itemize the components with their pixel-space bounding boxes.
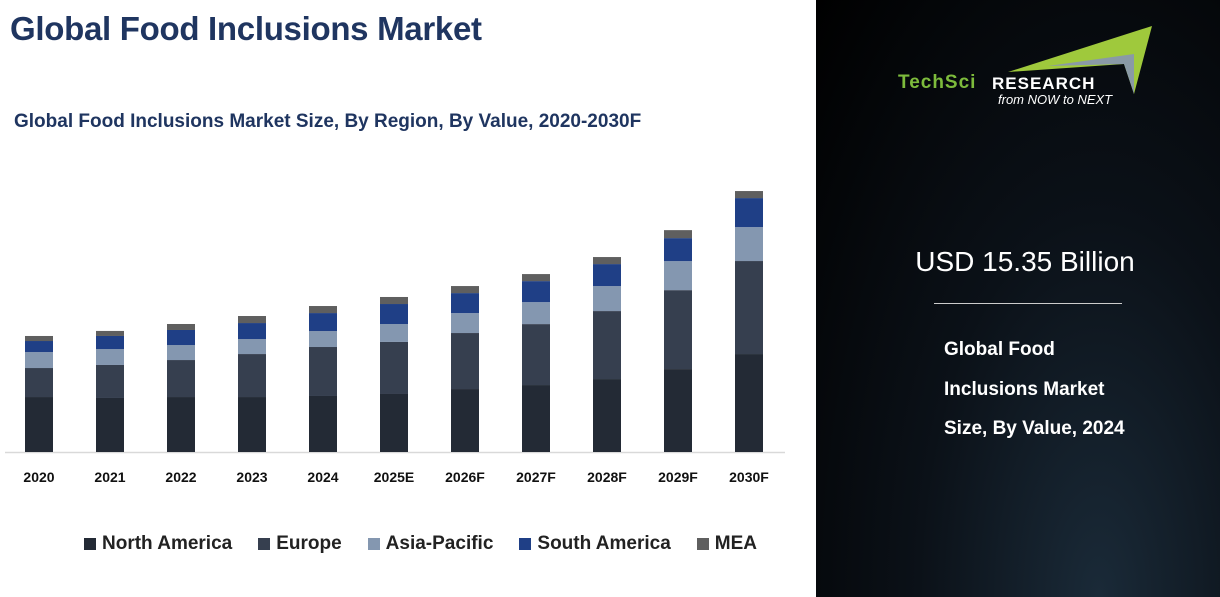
bar-segment-europe [96,364,124,398]
bar-segment-europe [167,360,195,398]
bar-segment-europe [593,311,621,380]
bar-segment-south-america [593,264,621,287]
legend-swatch [258,538,271,550]
legend-swatch [519,538,532,550]
legend-label: North America [102,533,233,554]
bar-segment-north-america [735,354,763,452]
bar-segment-south-america [380,304,408,324]
x-tick-label: 2028F [587,469,627,485]
bar-segment-mea [380,296,408,305]
bar-segment-mea [664,230,692,239]
bar-segment-north-america [522,385,550,452]
bar-segment-europe [451,333,479,390]
bar-segment-asia-pacific [664,261,692,291]
x-tick-label: 2023 [236,469,267,485]
bar-segment-europe [380,341,408,394]
x-tick-label: 2024 [307,469,338,485]
legend-label: MEA [714,533,758,554]
bar-segment-mea [735,191,763,199]
market-value: USD 15.35 Billion [915,246,1135,277]
bar-segment-south-america [451,293,479,314]
bar-segment-asia-pacific [167,345,195,361]
bar-segment-mea [593,257,621,265]
bar-segment-north-america [380,393,408,452]
legend-label: Asia-Pacific [385,533,494,554]
description-line: Inclusions Market [944,378,1105,400]
legend-item: South America [519,533,671,555]
bar-segment-asia-pacific [96,349,124,365]
bar-segment-asia-pacific [380,323,408,342]
bar-segment-mea [96,330,124,336]
chart-title: Global Food Inclusions Market Size, By R… [14,111,642,132]
bar-segment-europe [735,261,763,355]
bar-segment-asia-pacific [309,331,337,348]
bar-segment-north-america [664,369,692,452]
bar-segment-north-america [167,397,195,452]
bar-segment-europe [309,347,337,396]
bar-segment-north-america [96,397,124,452]
bar-segment-mea [309,306,337,314]
bar-segment-mea [25,335,53,342]
legend-label: South America [537,533,671,554]
legend-item: Europe [258,533,342,555]
logo-text-research: Research [992,74,1096,93]
bar-segment-south-america [96,335,124,350]
legend-item: MEA [696,533,758,555]
x-tick-label: 2020 [23,469,54,485]
x-tick-label: 2029F [658,469,698,485]
bar-segment-mea [522,274,550,282]
bar-segment-europe [522,324,550,386]
x-tick-label: 2021 [94,469,125,485]
bar-segment-asia-pacific [735,227,763,262]
bar-segment-europe [664,290,692,370]
x-tick-label: 2027F [516,469,556,485]
bar-segment-europe [25,368,53,398]
bar-segment-asia-pacific [593,286,621,312]
legend-swatch [696,538,709,550]
bar-segment-south-america [167,329,195,346]
bar-segment-asia-pacific [522,302,550,325]
stacked-bar-chart: 2020 2021 2022 2023 2024 2025E 2026F 2027F 2028F… [5,191,785,485]
summary-panel: TechSci Research from NOW to NEXT USD 15… [816,0,1220,597]
x-tick-label: 2026F [445,469,485,485]
bar-segment-europe [238,354,266,398]
description-line: Size, By Value, 2024 [944,418,1125,439]
bar-segment-asia-pacific [451,313,479,334]
legend-swatch [84,538,96,550]
bar-segment-asia-pacific [238,339,266,355]
x-tick-label: 2030F [729,469,769,485]
logo-tagline: from NOW to NEXT [998,92,1113,107]
page-title: Global Food Inclusions Market [10,10,482,47]
divider [934,303,1122,304]
legend-item: Asia-Pacific [367,533,494,555]
legend-label: Europe [276,533,342,554]
x-tick-label: 2022 [165,469,196,485]
bar-segment-north-america [25,397,53,452]
description-line: Global Food [944,339,1055,360]
bar-segment-north-america [238,397,266,452]
bar-segment-south-america [735,198,763,228]
bar-segment-south-america [664,238,692,262]
x-tick-label: 2025E [374,469,414,485]
bar-segment-mea [451,286,479,294]
bar-segment-south-america [25,341,53,353]
legend-swatch [367,538,380,550]
bar-segment-south-america [522,281,550,303]
bar-segment-north-america [451,389,479,452]
market-description: Global Food Inclusions Market Size, By V… [944,330,1144,449]
bar-segment-south-america [238,323,266,340]
legend-item: North America [84,533,232,555]
bar-segment-north-america [593,379,621,452]
logo-text-techsci: TechSci [898,72,977,93]
bar-segment-north-america [309,395,337,452]
bar-segment-south-america [309,313,337,332]
bar-segment-asia-pacific [25,352,53,369]
bar-segment-mea [238,316,266,324]
bar-segment-mea [167,323,195,330]
legend: North America Europe Asia-Pacific South Ame… [84,533,757,555]
techsci-logo: TechSci Research from NOW to NEXT [898,24,1158,114]
